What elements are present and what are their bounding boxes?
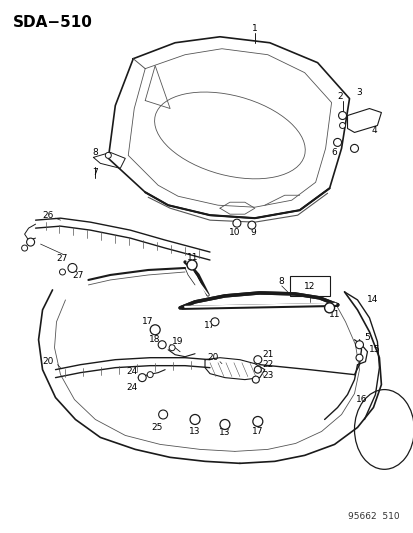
Text: 9: 9 xyxy=(249,228,255,237)
Text: 4: 4 xyxy=(371,126,376,135)
Circle shape xyxy=(252,376,259,383)
Circle shape xyxy=(68,263,77,272)
Circle shape xyxy=(150,325,160,335)
Circle shape xyxy=(219,419,229,430)
Circle shape xyxy=(187,260,197,270)
Text: 5: 5 xyxy=(364,333,370,342)
Text: 26: 26 xyxy=(43,211,54,220)
Text: 12: 12 xyxy=(303,282,315,292)
Circle shape xyxy=(158,410,167,419)
Text: 14: 14 xyxy=(366,295,377,304)
Circle shape xyxy=(138,374,146,382)
Text: 20: 20 xyxy=(43,357,54,366)
Circle shape xyxy=(252,416,262,426)
Text: 10: 10 xyxy=(229,228,240,237)
Circle shape xyxy=(233,219,240,227)
Text: 11: 11 xyxy=(328,310,339,319)
Text: 24: 24 xyxy=(126,367,138,376)
Text: 23: 23 xyxy=(261,371,273,380)
Text: 27: 27 xyxy=(57,254,68,263)
Text: 17: 17 xyxy=(204,321,215,330)
Circle shape xyxy=(339,123,345,128)
Circle shape xyxy=(338,111,346,119)
Text: 17: 17 xyxy=(252,427,263,436)
Text: 16: 16 xyxy=(355,395,366,404)
Text: 13: 13 xyxy=(218,428,230,437)
Circle shape xyxy=(169,345,175,351)
Circle shape xyxy=(355,354,362,361)
Circle shape xyxy=(355,341,363,349)
Text: 25: 25 xyxy=(151,423,162,432)
Circle shape xyxy=(147,372,153,377)
Text: 8: 8 xyxy=(278,278,284,286)
Text: 11: 11 xyxy=(187,253,198,262)
Text: 20: 20 xyxy=(207,353,218,362)
Circle shape xyxy=(211,318,218,326)
Circle shape xyxy=(350,144,358,152)
Text: 21: 21 xyxy=(261,350,273,359)
Text: 2: 2 xyxy=(337,92,342,101)
Text: 8: 8 xyxy=(92,148,98,157)
Text: 17: 17 xyxy=(142,317,154,326)
Circle shape xyxy=(253,356,261,364)
Text: 15: 15 xyxy=(368,345,379,354)
Text: 18: 18 xyxy=(149,335,161,344)
Circle shape xyxy=(59,269,65,275)
Circle shape xyxy=(333,139,341,147)
Circle shape xyxy=(21,245,28,251)
Text: 3: 3 xyxy=(356,88,361,97)
Circle shape xyxy=(254,366,261,373)
Text: 1: 1 xyxy=(252,25,257,33)
Circle shape xyxy=(190,415,199,424)
Circle shape xyxy=(158,341,166,349)
Text: 19: 19 xyxy=(172,337,183,346)
Text: SDA−510: SDA−510 xyxy=(13,15,93,30)
Text: 22: 22 xyxy=(261,360,273,369)
Circle shape xyxy=(247,221,255,229)
Circle shape xyxy=(324,303,334,313)
Text: 7: 7 xyxy=(92,168,98,177)
Text: 27: 27 xyxy=(73,271,84,280)
Text: 13: 13 xyxy=(189,427,200,436)
Circle shape xyxy=(105,152,111,158)
Circle shape xyxy=(26,238,35,246)
Text: 95662  510: 95662 510 xyxy=(347,512,399,521)
Text: 6: 6 xyxy=(331,148,337,157)
Text: 24: 24 xyxy=(126,383,138,392)
